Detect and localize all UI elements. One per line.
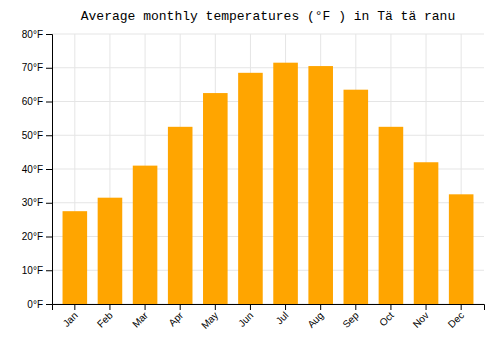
y-tick-mark	[46, 169, 52, 170]
y-tick-mark	[46, 102, 52, 103]
x-tick-label: Jul	[274, 310, 291, 327]
bar	[133, 166, 158, 304]
y-tick-label: 70°F	[22, 62, 43, 73]
x-axis-line	[53, 305, 485, 311]
grid-line-y	[52, 101, 484, 102]
x-tick-label: Nov	[411, 310, 431, 330]
bar	[168, 127, 193, 304]
grid-line-y	[52, 34, 484, 35]
x-tick: May	[199, 304, 220, 331]
x-tick-mark	[74, 304, 75, 310]
y-tick-label: 10°F	[22, 265, 43, 276]
bar	[449, 194, 474, 304]
x-tick-mark	[180, 304, 181, 310]
bar	[273, 63, 298, 304]
grid-line-y	[52, 135, 484, 136]
y-tick-label: 40°F	[22, 164, 43, 175]
x-tick-mark	[250, 304, 251, 310]
bar	[414, 162, 439, 304]
y-tick: 70°F	[22, 62, 52, 73]
y-tick: 0°F	[27, 299, 52, 310]
x-tick: Sep	[340, 304, 361, 330]
x-tick-label: Jan	[61, 310, 80, 329]
y-tick-mark	[46, 34, 52, 35]
y-tick-mark	[46, 68, 52, 69]
y-tick-mark	[46, 203, 52, 204]
y-tick: 40°F	[22, 164, 52, 175]
x-tick: Mar	[130, 304, 150, 330]
y-tick-mark	[46, 237, 52, 238]
y-tick: 20°F	[22, 231, 52, 242]
y-tick-label: 60°F	[22, 96, 43, 107]
y-tick-label: 50°F	[22, 130, 43, 141]
x-tick-label: Feb	[95, 309, 115, 329]
x-tick: Jul	[274, 304, 291, 326]
y-tick: 50°F	[22, 130, 52, 141]
x-tick-mark	[145, 304, 146, 310]
x-tick-mark	[355, 304, 356, 310]
grid	[52, 34, 484, 304]
plot: Jan Feb Mar Apr May Jun Jul Aug Sep Oct Nov Dec 0°F 1…	[22, 29, 485, 331]
y-tick: 60°F	[22, 96, 52, 107]
x-tick-label: May	[199, 310, 220, 331]
x-tick: Jun	[236, 304, 255, 329]
bar	[238, 73, 263, 304]
x-tick-mark	[320, 304, 321, 310]
x-tick-mark	[215, 304, 216, 310]
y-tick-label: 80°F	[22, 29, 43, 40]
y-tick-label: 20°F	[22, 231, 43, 242]
title: Average monthly temperatures (°F ) in Tä…	[81, 9, 455, 24]
x-tick-label: Oct	[377, 310, 396, 329]
x-tick: Aug	[305, 304, 325, 330]
bars	[63, 63, 474, 304]
x-tick-mark	[390, 304, 391, 310]
x-tick-label: Jun	[236, 310, 255, 329]
y-tick: 10°F	[22, 265, 52, 276]
x-tick-label: Apr	[166, 309, 185, 328]
x-tick-label: Dec	[446, 310, 466, 330]
y-axis: 0°F 10°F 20°F 30°F 40°F 50°F 60°F 70°F 80°F	[22, 29, 53, 310]
x-tick: Jan	[61, 304, 80, 329]
x-tick-mark	[285, 304, 286, 310]
x-tick: Apr	[166, 304, 185, 328]
x-tick-label: Aug	[305, 310, 325, 330]
x-tick: Oct	[377, 304, 396, 328]
x-tick-mark	[109, 304, 110, 310]
bar	[203, 93, 228, 304]
y-axis-line	[46, 35, 53, 305]
x-tick: Feb	[95, 304, 115, 330]
bar	[63, 211, 88, 304]
bar	[344, 90, 369, 304]
x-tick-label: Mar	[130, 309, 150, 329]
grid-line-y	[52, 67, 484, 68]
x-tick-mark	[461, 304, 462, 310]
y-tick: 30°F	[22, 197, 52, 208]
x-tick-label: Sep	[340, 309, 361, 330]
y-tick-mark	[46, 270, 52, 271]
x-tick: Nov	[411, 304, 431, 330]
y-tick-label: 30°F	[22, 197, 43, 208]
bar	[308, 66, 333, 304]
x-tick: Dec	[446, 304, 466, 330]
bar	[379, 127, 404, 304]
chart: Jan Feb Mar Apr May Jun Jul Aug Sep Oct Nov Dec 0°F 1…	[0, 0, 500, 350]
bar	[98, 198, 123, 304]
y-tick: 80°F	[22, 29, 52, 40]
y-tick-mark	[46, 135, 52, 136]
y-tick-label: 0°F	[27, 299, 43, 310]
y-tick-mark	[46, 304, 52, 305]
x-axis: Jan Feb Mar Apr May Jun Jul Aug Sep Oct Nov Dec	[53, 304, 485, 331]
x-tick-mark	[426, 304, 427, 310]
